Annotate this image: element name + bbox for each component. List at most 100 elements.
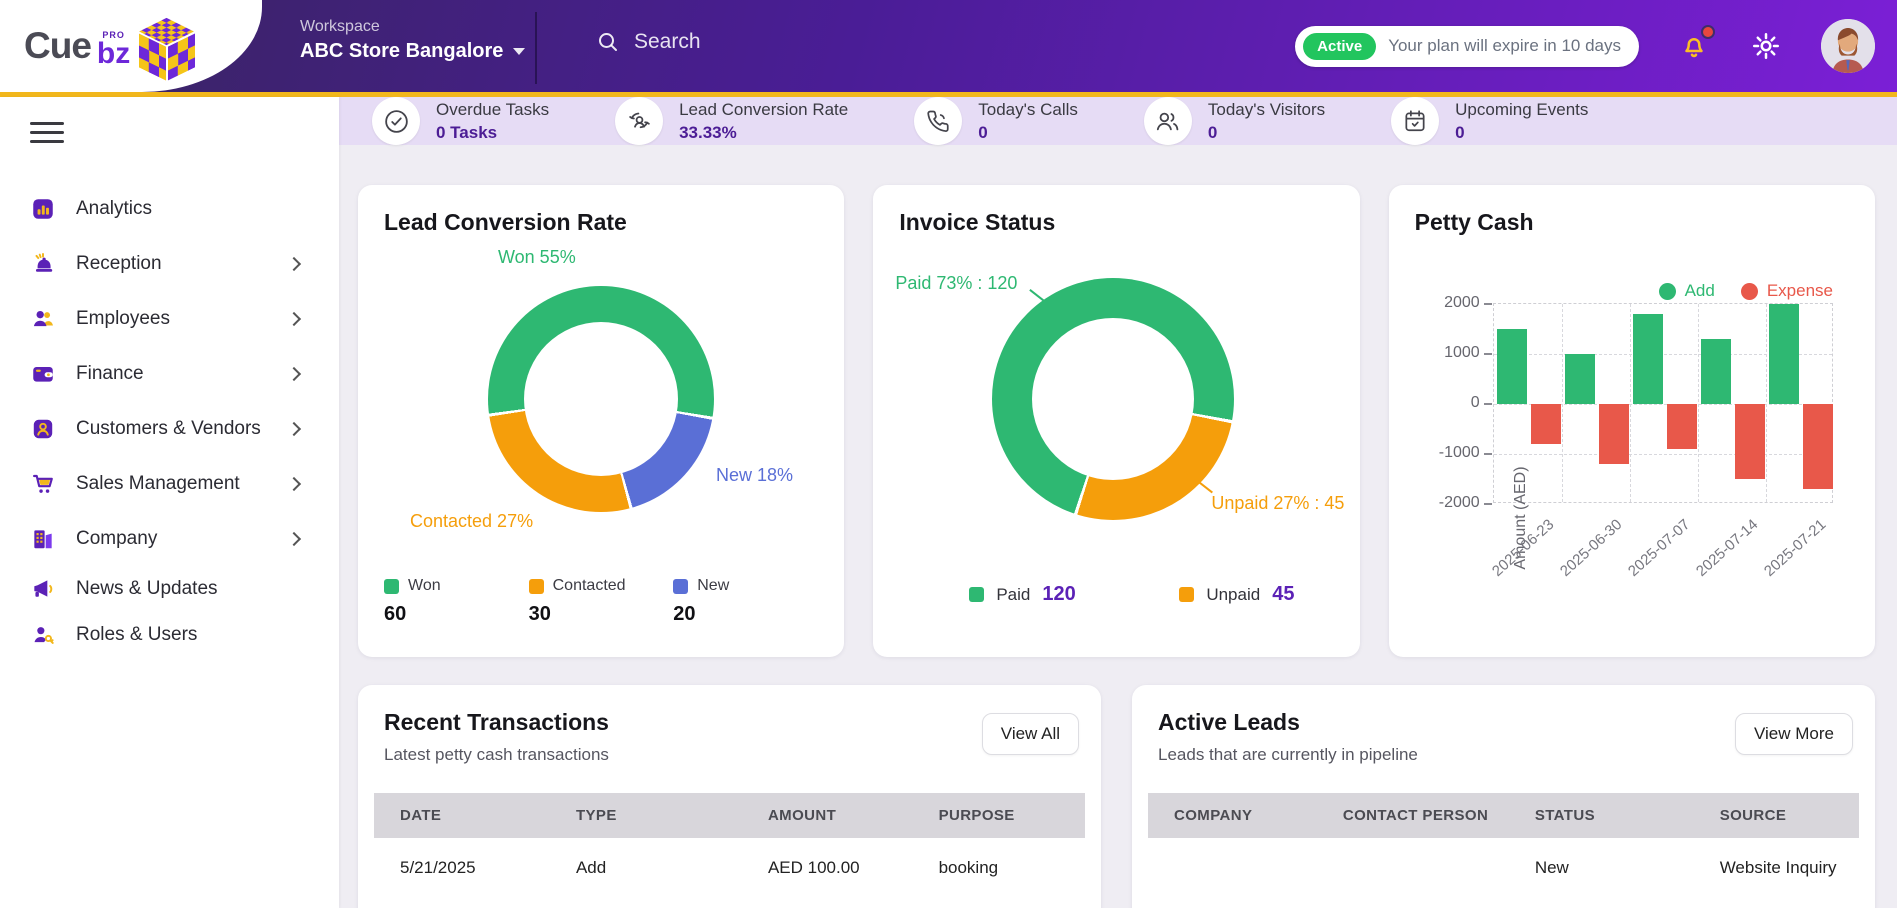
legend-value: 120 xyxy=(1042,583,1076,605)
legend-value: 30 xyxy=(528,603,551,625)
avatar[interactable] xyxy=(1821,19,1875,73)
calendar-icon xyxy=(1405,110,1425,132)
legend-value: 20 xyxy=(673,603,696,625)
table-row[interactable]: New Website Inquiry xyxy=(1148,838,1859,892)
donut-label-won: Won 55% xyxy=(498,247,576,267)
workspace-name: ABC Store Bangalore xyxy=(300,40,504,62)
notifications-button[interactable] xyxy=(1677,25,1715,63)
petty-cash-legend: Add Expense xyxy=(1658,281,1833,301)
invoice-status-card: Invoice Status Paid 73% : 120 Unpaid 27%… xyxy=(873,185,1360,657)
sidebar-item-sales-management[interactable]: Sales Management xyxy=(0,456,339,511)
legend-item-paid: Paid 120 xyxy=(969,583,1076,606)
search-input[interactable]: Search xyxy=(596,30,1016,54)
legend-label: Contacted xyxy=(552,577,626,594)
legend-value: 60 xyxy=(384,603,407,625)
chevron-right-icon xyxy=(286,311,302,326)
workspace-label: Workspace xyxy=(300,18,380,35)
lead-conversion-legend: Won 60 Contacted 30 New 20 xyxy=(384,577,818,626)
legend-item-expense: Expense xyxy=(1740,281,1833,301)
donut-label-new: New 18% xyxy=(716,465,794,485)
cell-purpose: booking xyxy=(938,858,999,877)
sidebar-item-employees[interactable]: Employees xyxy=(0,291,339,346)
brand-text-bz: bz xyxy=(96,36,131,70)
card-title: Lead Conversion Rate xyxy=(384,209,627,235)
cell-source: Website Inquiry xyxy=(1719,858,1837,877)
column-header: CONTACT PERSON xyxy=(1342,807,1489,824)
bar-expense xyxy=(1734,404,1765,479)
search-placeholder: Search xyxy=(634,30,701,53)
view-all-button[interactable]: View All xyxy=(981,713,1079,755)
legend-swatch xyxy=(969,587,985,602)
stat-todays-calls: Today's Calls 0 xyxy=(914,97,1078,145)
sidebar-item-customers-vendors[interactable]: Customers & Vendors xyxy=(0,401,339,456)
column-header: PURPOSE xyxy=(938,807,1015,824)
bar-expense xyxy=(1802,404,1833,489)
lead-conversion-card: Lead Conversion Rate Won 55% New 18% Con… xyxy=(358,185,845,657)
table-header-row: DATE TYPE AMOUNT PURPOSE xyxy=(374,793,1085,838)
workspace-switcher[interactable]: Workspace ABC Store Bangalore xyxy=(300,18,526,63)
menu-toggle-button[interactable] xyxy=(30,122,64,143)
plan-status-badge: Active xyxy=(1303,32,1377,60)
bar-expense xyxy=(1530,404,1561,444)
sidebar-item-company[interactable]: Company xyxy=(0,511,339,566)
invoice-status-donut xyxy=(992,278,1235,520)
sidebar-item-roles-users[interactable]: Roles & Users xyxy=(0,612,339,658)
avatar-image xyxy=(1821,19,1875,73)
plan-expiry-text: Your plan will expire in 10 days xyxy=(1388,36,1621,55)
stat-upcoming-events: Upcoming Events 0 xyxy=(1391,97,1588,145)
stat-value: 0 Tasks xyxy=(436,122,498,142)
brand-logo[interactable]: Cue PRO bz xyxy=(0,0,262,92)
stat-todays-visitors: Today's Visitors 0 xyxy=(1143,97,1326,145)
recent-transactions-card: Recent Transactions Latest petty cash tr… xyxy=(358,685,1101,908)
notification-dot xyxy=(1701,25,1715,39)
roles-users-icon xyxy=(34,627,54,644)
stats-strip: Overdue Tasks 0 Tasks Lead Conversion Ra… xyxy=(339,97,1897,145)
sidebar-item-analytics[interactable]: Analytics xyxy=(0,181,339,236)
card-subtitle: Leads that are currently in pipeline xyxy=(1158,745,1418,764)
sidebar-item-label: Customers & Vendors xyxy=(76,417,261,439)
stat-label: Upcoming Events xyxy=(1455,99,1589,119)
legend-item-new: New 20 xyxy=(673,577,818,626)
stat-value: 0 xyxy=(1455,122,1465,142)
leads-table: COMPANY CONTACT PERSON STATUS SOURCE New… xyxy=(1148,793,1859,892)
visitors-icon xyxy=(1157,112,1179,130)
brand-text-pro: PRO xyxy=(102,29,125,40)
sidebar-item-label: Reception xyxy=(76,252,162,274)
sidebar-item-finance[interactable]: Finance xyxy=(0,346,339,401)
plan-status-pill: Active Your plan will expire in 10 days xyxy=(1295,25,1639,67)
cart-icon xyxy=(33,474,53,493)
chevron-right-icon xyxy=(286,256,302,271)
table-header-row: COMPANY CONTACT PERSON STATUS SOURCE xyxy=(1148,793,1859,838)
column-header: SOURCE xyxy=(1719,807,1787,824)
card-title: Recent Transactions xyxy=(384,709,609,735)
gear-icon xyxy=(1753,33,1779,59)
card-title: Invoice Status xyxy=(899,209,1056,235)
bar-add xyxy=(1768,304,1799,404)
legend-item-unpaid: Unpaid 45 xyxy=(1179,583,1294,606)
view-more-button[interactable]: View More xyxy=(1735,713,1853,755)
sidebar-item-reception[interactable]: Reception xyxy=(0,236,339,291)
settings-button[interactable] xyxy=(1749,29,1783,63)
chevron-right-icon xyxy=(286,476,302,491)
sidebar-item-label: Finance xyxy=(76,362,144,384)
bell-icon xyxy=(1685,38,1703,58)
main-content: Overdue Tasks 0 Tasks Lead Conversion Ra… xyxy=(339,97,1897,908)
card-subtitle: Latest petty cash transactions xyxy=(384,745,609,764)
stat-label: Today's Visitors xyxy=(1207,99,1326,119)
bar-expense xyxy=(1666,404,1697,449)
header-divider xyxy=(535,12,537,84)
legend-label: Add xyxy=(1684,281,1715,300)
search-icon xyxy=(599,33,617,51)
chevron-right-icon xyxy=(286,421,302,436)
legend-dot-expense xyxy=(1740,282,1758,300)
sidebar-item-label: Sales Management xyxy=(76,472,240,494)
active-leads-card: Active Leads Leads that are currently in… xyxy=(1132,685,1875,908)
sidebar-item-news-updates[interactable]: News & Updates xyxy=(0,566,339,612)
stat-label: Today's Calls xyxy=(978,99,1078,119)
legend-label: Won xyxy=(408,577,441,594)
table-row[interactable]: 5/21/2025 Add AED 100.00 booking xyxy=(374,838,1085,892)
cell-contact-person xyxy=(1333,838,1525,892)
legend-swatch xyxy=(528,578,544,594)
cell-status: New xyxy=(1534,858,1569,877)
stat-label: Lead Conversion Rate xyxy=(679,99,849,119)
